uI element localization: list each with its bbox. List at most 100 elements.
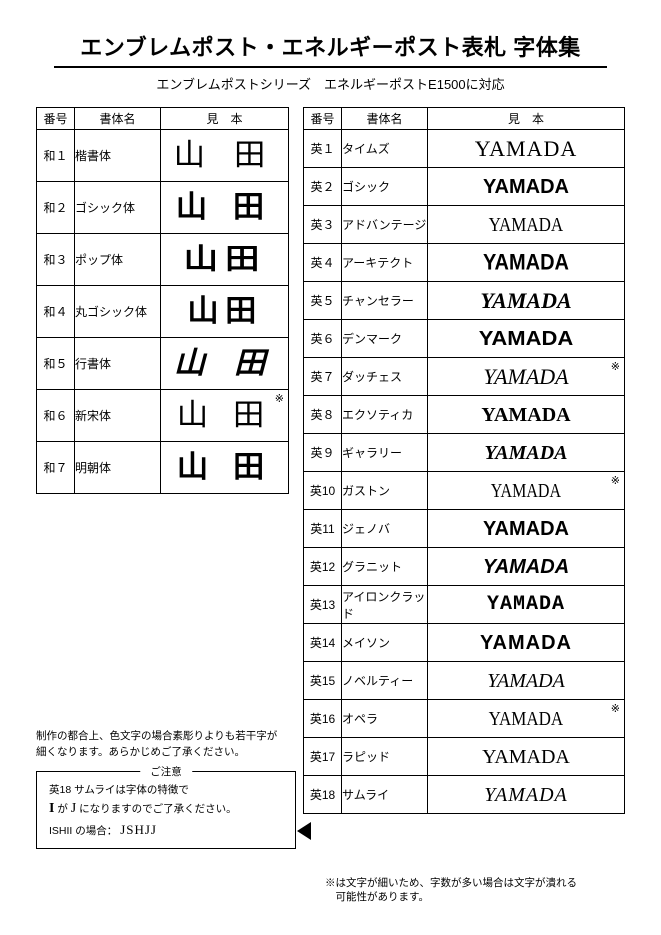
sample-text: 山 田 [176, 453, 272, 483]
footnote: ※は文字が細いため、字数が多い場合は文字が潰れる 可能性があります。 [325, 876, 625, 905]
table-row: 和６新宋体山 田※ [37, 390, 289, 442]
cell-name: ガストン [342, 472, 428, 510]
sample-text: 山 田 [173, 349, 275, 379]
cell-sample: YAMADA [428, 738, 625, 776]
jp-table: 番号 書体名 見 本 和１楷書体山 田和２ゴシック体山 田和３ポップ体山田和４丸… [36, 107, 289, 494]
cell-sample: 山田 [161, 286, 289, 338]
cell-no: 英10 [304, 472, 342, 510]
cell-name: 楷書体 [75, 130, 161, 182]
annot-mark: ※ [611, 702, 620, 715]
sample-text: YAMADA [483, 557, 569, 577]
en-table: 番号 書体名 見 本 英１タイムズ YAMADA 英２ゴシックYAMADA英３アドバ… [303, 107, 625, 814]
table-header-row: 番号 書体名 見 本 [304, 108, 625, 130]
jp-column: 番号 書体名 見 本 和１楷書体山 田和２ゴシック体山 田和３ポップ体山田和４丸… [36, 107, 289, 494]
cell-no: 英５ [304, 282, 342, 320]
cell-sample: YAMADA [428, 548, 625, 586]
cell-name: タイムズ [342, 130, 428, 168]
cell-no: 英９ [304, 434, 342, 472]
cell-name: ダッチェス [342, 358, 428, 396]
cell-name: エクソティカ [342, 396, 428, 434]
table-row: 英14メイソンYAMADA [304, 624, 625, 662]
cell-sample: YAMADA [428, 434, 625, 472]
sample-text: YAMADA [485, 443, 568, 463]
footnote-l2: 可能性があります。 [325, 891, 429, 903]
table-header-row: 番号 書体名 見 本 [37, 108, 289, 130]
cell-no: 和６ [37, 390, 75, 442]
cell-sample: 山田 [161, 234, 289, 286]
cell-no: 英16 [304, 700, 342, 738]
th-name: 書体名 [342, 108, 428, 130]
cell-sample: 山 田 [161, 130, 289, 182]
th-name: 書体名 [75, 108, 161, 130]
cell-sample: 山 田 [161, 442, 289, 494]
table-row: 英２ゴシックYAMADA [304, 168, 625, 206]
legend-ga: が [54, 803, 70, 815]
production-note-l1: 制作の都合上、色文字の場合素彫りよりも若干字が [36, 730, 277, 742]
annot-mark: ※ [611, 360, 620, 373]
cell-sample: YAMADA [428, 510, 625, 548]
sample-text: YAMADA [480, 290, 571, 312]
cell-sample: YAMADA [428, 776, 625, 814]
sample-text: YAMADA [489, 709, 564, 729]
en-column: 番号 書体名 見 本 英１タイムズ YAMADA 英２ゴシックYAMADA英３アドバ… [303, 107, 625, 814]
page-subtitle: エンブレムポストシリーズ エネルギーポストE1500に対応 [36, 74, 625, 93]
cell-no: 英４ [304, 244, 342, 282]
cell-sample: 山 田 [161, 338, 289, 390]
sample-text: YAMADA [483, 366, 568, 388]
cell-name: アイロンクラッド [342, 586, 428, 624]
cell-no: 英17 [304, 738, 342, 776]
cell-no: 英６ [304, 320, 342, 358]
cell-sample: YAMADA ※ [428, 358, 625, 396]
sample-text: YAMADA [487, 595, 565, 615]
table-row: 英７ダッチェス YAMADA ※ [304, 358, 625, 396]
table-row: 英９ギャラリー YAMADA [304, 434, 625, 472]
cell-name: 行書体 [75, 338, 161, 390]
cell-name: ノベルティー [342, 662, 428, 700]
table-row: 英15ノベルティー YAMADA [304, 662, 625, 700]
cell-name: 明朝体 [75, 442, 161, 494]
cell-name: ラピッド [342, 738, 428, 776]
page: エンブレムポスト・エネルギーポスト表札 字体集 エンブレムポストシリーズ エネル… [0, 0, 661, 935]
cell-name: ポップ体 [75, 234, 161, 286]
arrow-icon [297, 822, 311, 840]
table-row: 和２ゴシック体山 田 [37, 182, 289, 234]
sample-text: YAMADA [491, 481, 561, 501]
production-note-l2: 細くなります。あらかじめご了承ください。 [36, 746, 245, 758]
sample-text: YAMADA [480, 633, 572, 653]
cell-sample: YAMADA [428, 396, 625, 434]
cell-no: 英15 [304, 662, 342, 700]
table-row: 英11ジェノバYAMADA [304, 510, 625, 548]
th-sample: 見 本 [428, 108, 625, 130]
sample-text: YAMADA [487, 671, 564, 691]
table-row: 英３アドバンテージYAMADA [304, 206, 625, 244]
table-row: 英５チャンセラーYAMADA [304, 282, 625, 320]
th-sample: 見 本 [161, 108, 289, 130]
sample-text: 山 田 [176, 401, 272, 431]
sample-text: YAMADA [481, 405, 570, 425]
table-row: 和１楷書体山 田 [37, 130, 289, 182]
annot-mark: ※ [275, 392, 284, 405]
cell-no: 英18 [304, 776, 342, 814]
th-no: 番号 [37, 108, 75, 130]
cell-no: 英12 [304, 548, 342, 586]
sample-text: YAMADA [483, 252, 569, 274]
cell-no: 英８ [304, 396, 342, 434]
cell-no: 英11 [304, 510, 342, 548]
sample-text: 山 田 [173, 141, 275, 171]
cell-no: 英７ [304, 358, 342, 396]
cell-name: アドバンテージ [342, 206, 428, 244]
cell-no: 英１ [304, 130, 342, 168]
columns: 番号 書体名 見 本 和１楷書体山 田和２ゴシック体山 田和３ポップ体山田和４丸… [36, 107, 625, 814]
cell-no: 英２ [304, 168, 342, 206]
table-row: 和７明朝体山 田 [37, 442, 289, 494]
cell-no: 和５ [37, 338, 75, 390]
cell-no: 和１ [37, 130, 75, 182]
table-row: 英10ガストンYAMADA※ [304, 472, 625, 510]
sample-text: 山田 [183, 245, 266, 274]
sample-text: YAMADA [484, 785, 567, 805]
cell-name: ギャラリー [342, 434, 428, 472]
cell-no: 英３ [304, 206, 342, 244]
legend-l2-tail: になりますのでご了承ください。 [76, 803, 236, 815]
table-row: 英18サムライYAMADA [304, 776, 625, 814]
legend-line-1: 英18 サムライは字体の特徴で [49, 782, 285, 798]
